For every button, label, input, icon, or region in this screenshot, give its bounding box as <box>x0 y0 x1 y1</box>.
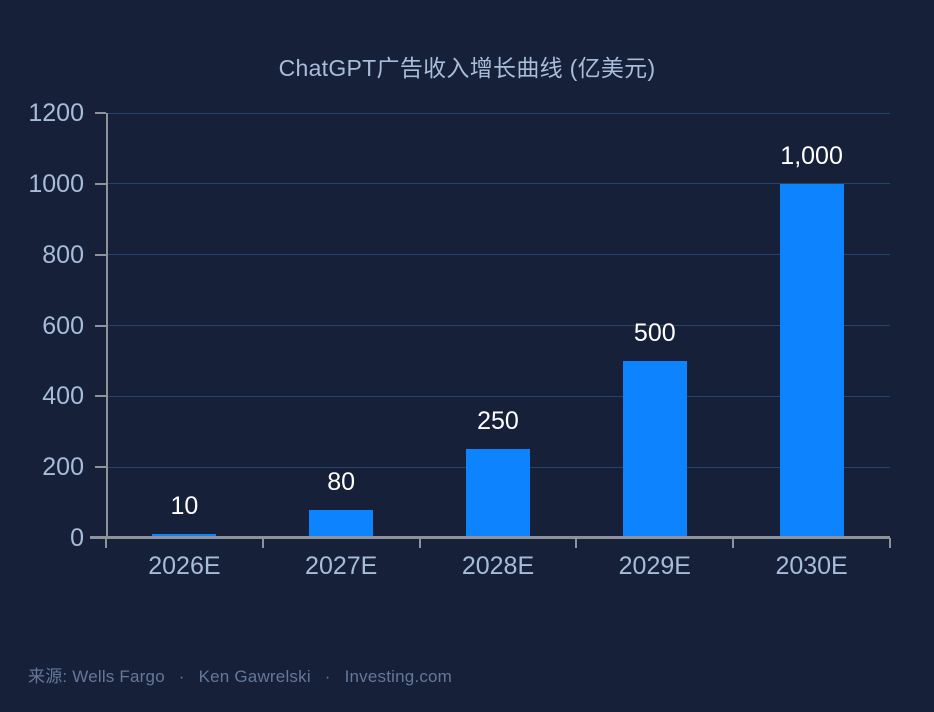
y-axis-tick <box>95 182 106 185</box>
y-axis-tick <box>95 324 106 327</box>
plot-area: 0 200 400 600 800 1000 1200 10 2026E 80 2027E 250 20… <box>28 100 891 579</box>
bar-value-label: 250 <box>477 407 519 436</box>
x-axis-tick <box>732 538 735 548</box>
bar-column: 250 2028E <box>420 113 577 579</box>
bar-value-label: 500 <box>633 318 676 347</box>
x-axis-label: 2027E <box>305 552 378 580</box>
gridline <box>106 254 890 256</box>
source-item: Wells Fargo <box>72 667 165 686</box>
x-axis-label: 2026E <box>148 552 221 580</box>
x-axis-label: 2028E <box>461 552 535 580</box>
x-axis-tick <box>889 538 891 548</box>
y-axis-tick-label: 600 <box>42 311 84 340</box>
chart-title: ChatGPT广告收入增长曲线 (亿美元) <box>278 55 656 81</box>
y-axis-tick <box>95 466 106 469</box>
y-axis-tick <box>95 395 106 398</box>
x-axis-label: 2030E <box>775 552 848 580</box>
gridline <box>106 183 890 185</box>
y-axis-tick-label: 1200 <box>28 99 84 127</box>
source-item: Ken Gawrelski <box>198 667 311 686</box>
source-separator: · <box>324 667 331 686</box>
y-axis-tick <box>95 112 106 114</box>
bar <box>309 509 374 538</box>
bar <box>465 449 530 538</box>
source-line: 来源: Wells Fargo · Ken Gawrelski · Invest… <box>28 662 452 687</box>
y-axis-tick-label: 400 <box>42 382 84 411</box>
bar <box>779 183 844 538</box>
y-axis-tick-label: 1000 <box>28 169 84 198</box>
bar-value-label: 10 <box>170 492 199 521</box>
gridline <box>106 395 890 397</box>
y-axis-tick-label: 800 <box>42 240 84 269</box>
y-axis-tick-label: 0 <box>70 524 84 552</box>
x-axis-line <box>90 536 890 539</box>
x-axis-tick <box>418 538 421 548</box>
gridline <box>106 112 890 114</box>
source-item: Investing.com <box>344 667 453 686</box>
bar-column: 500 2029E <box>576 113 733 579</box>
x-axis-tick <box>261 538 264 548</box>
x-axis-tick <box>575 538 578 548</box>
bar <box>622 360 687 538</box>
y-axis-tick <box>95 253 106 256</box>
bar-value-label: 80 <box>327 467 356 496</box>
gridline <box>106 325 890 326</box>
y-axis-line <box>106 113 108 539</box>
source-label: 来源: <box>28 667 68 686</box>
bar-value-label: 1,000 <box>780 141 843 170</box>
x-axis-tick <box>105 538 107 548</box>
bar-column: 1,000 2030E <box>733 113 890 579</box>
bar-column: 10 2026E <box>106 113 263 579</box>
source-separator: · <box>178 667 185 686</box>
x-axis-label: 2029E <box>618 552 691 580</box>
bar-column: 80 2027E <box>263 113 420 579</box>
y-axis-tick-label: 200 <box>42 453 84 482</box>
y-axis-tick <box>95 537 106 539</box>
